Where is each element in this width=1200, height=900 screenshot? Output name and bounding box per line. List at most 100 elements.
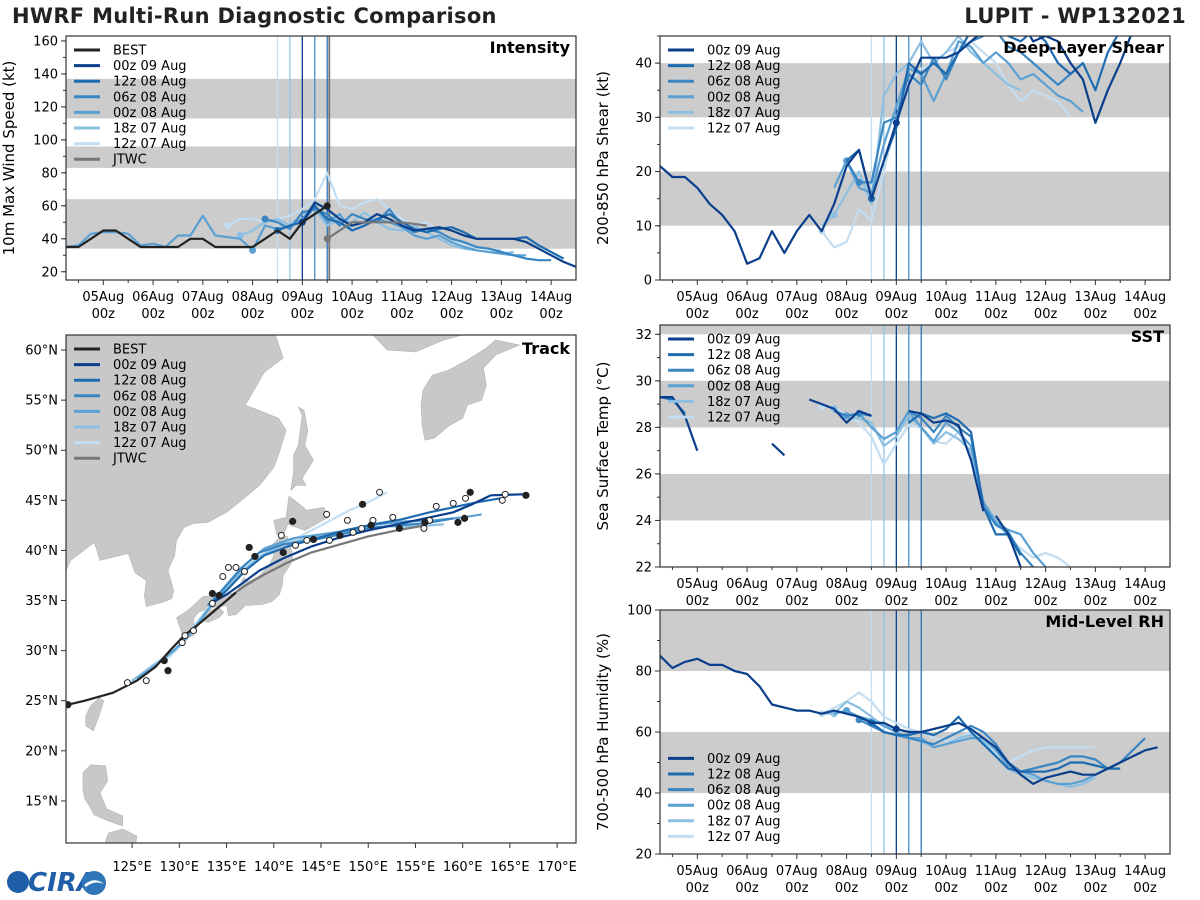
x-tick-hour: 00z bbox=[785, 307, 809, 322]
y-tick-label: 60 bbox=[41, 199, 58, 214]
legend-label: 00z 09 Aug bbox=[707, 752, 781, 767]
x-tick-day: 13Aug bbox=[1074, 864, 1116, 879]
x-tick-day: 05Aug bbox=[676, 577, 718, 592]
series-line bbox=[660, 655, 1158, 785]
x-tick-hour: 00z bbox=[785, 594, 809, 609]
x-tick-hour: 00z bbox=[785, 881, 809, 896]
series-line bbox=[908, 412, 1022, 556]
x-tick-hour: 00z bbox=[885, 594, 909, 609]
x-tick-day: 10Aug bbox=[331, 290, 373, 305]
track-y-tick-label: 50°N bbox=[25, 444, 58, 459]
shading-band bbox=[660, 171, 1170, 226]
cira-logo: CIRA bbox=[7, 868, 106, 898]
legend-label: 12z 07 Aug bbox=[707, 122, 781, 137]
track-y-tick-label: 20°N bbox=[25, 744, 58, 759]
series-line bbox=[660, 396, 699, 452]
series-line bbox=[326, 221, 427, 240]
track-x-tick-label: 140°E bbox=[254, 860, 294, 875]
track-open-marker bbox=[349, 528, 357, 536]
track-x-tick-label: 145°E bbox=[301, 860, 341, 875]
track-open-marker bbox=[326, 536, 333, 544]
x-tick-day: 07Aug bbox=[776, 290, 818, 305]
x-tick-day: 14Aug bbox=[1124, 577, 1166, 592]
y-axis-label: 10m Max Wind Speed (kt) bbox=[0, 61, 18, 256]
x-tick-hour: 00z bbox=[686, 594, 710, 609]
legend-label: 12z 08 Aug bbox=[707, 59, 781, 74]
track-best-marker bbox=[208, 589, 216, 598]
panel-plot-area bbox=[660, 610, 1170, 854]
y-tick-label: 28 bbox=[635, 421, 652, 436]
legend-label: 12z 08 Aug bbox=[113, 75, 187, 90]
track-best-marker bbox=[336, 531, 344, 539]
track-open-marker bbox=[219, 572, 227, 580]
track-best-marker bbox=[460, 514, 469, 522]
legend-label: 00z 08 Aug bbox=[707, 90, 781, 105]
legend-label: 00z 08 Aug bbox=[707, 799, 781, 814]
x-tick-day: 14Aug bbox=[1124, 864, 1166, 879]
panel-frame bbox=[659, 324, 1171, 568]
track-open-marker bbox=[376, 488, 384, 496]
panel-frame bbox=[65, 35, 577, 281]
x-tick-hour: 00z bbox=[735, 881, 759, 896]
series-marker bbox=[892, 119, 900, 127]
x-tick-hour: 00z bbox=[241, 307, 265, 322]
series-line bbox=[808, 398, 872, 424]
panel-title: Mid-Level RH bbox=[1045, 612, 1164, 631]
track-best-marker bbox=[289, 517, 297, 525]
track-x-tick-label: 135°E bbox=[207, 860, 247, 875]
panel-plot-area bbox=[66, 36, 576, 280]
x-tick-hour: 00z bbox=[440, 307, 464, 322]
track-y-tick-label: 15°N bbox=[25, 794, 58, 809]
y-tick-label: 0 bbox=[644, 274, 652, 289]
x-tick-day: 05Aug bbox=[676, 864, 718, 879]
track-y-tick-label: 45°N bbox=[25, 494, 58, 509]
x-tick-day: 10Aug bbox=[925, 290, 967, 305]
x-tick-hour: 00z bbox=[141, 307, 165, 322]
series-line bbox=[301, 201, 576, 268]
legend-label: 18z 07 Aug bbox=[707, 395, 781, 410]
x-tick-hour: 00z bbox=[340, 307, 364, 322]
x-tick-day: 13Aug bbox=[480, 290, 522, 305]
y-tick-label: 120 bbox=[33, 100, 58, 115]
legend-label: BEST bbox=[113, 343, 146, 358]
legend-label: 18z 07 Aug bbox=[113, 122, 187, 137]
x-tick-hour: 00z bbox=[984, 594, 1008, 609]
track-y-tick-label: 55°N bbox=[25, 394, 58, 409]
track-open-marker bbox=[449, 499, 457, 507]
logo-swirl-icon bbox=[84, 880, 104, 887]
legend-label: 12z 07 Aug bbox=[113, 137, 187, 152]
x-tick-day: 08Aug bbox=[826, 290, 868, 305]
legend-label: 06z 08 Aug bbox=[113, 90, 187, 105]
y-tick-label: 20 bbox=[41, 265, 58, 280]
legend-label: 00z 09 Aug bbox=[113, 358, 187, 373]
track-x-tick-label: 150°E bbox=[348, 860, 388, 875]
track-y-tick-label: 35°N bbox=[25, 594, 58, 609]
track-open-marker bbox=[358, 524, 366, 532]
x-tick-hour: 00z bbox=[1133, 307, 1157, 322]
series-marker bbox=[249, 246, 257, 254]
legend-label: 00z 09 Aug bbox=[707, 44, 781, 59]
track-best-marker bbox=[164, 667, 172, 675]
y-tick-label: 100 bbox=[33, 133, 58, 148]
panel-title: Track bbox=[522, 339, 570, 358]
x-tick-hour: 00z bbox=[1084, 881, 1108, 896]
x-tick-hour: 00z bbox=[686, 307, 710, 322]
shading-band bbox=[660, 473, 1170, 521]
y-tick-label: 30 bbox=[635, 374, 652, 389]
y-tick-label: 10 bbox=[635, 219, 652, 234]
track-best-marker bbox=[66, 701, 72, 709]
panel-title: SST bbox=[1131, 327, 1164, 346]
series-line bbox=[845, 36, 1119, 200]
y-tick-label: 80 bbox=[635, 665, 652, 680]
track-best-marker bbox=[245, 543, 253, 552]
track-y-tick-label: 60°N bbox=[25, 344, 58, 359]
series-line bbox=[908, 410, 985, 512]
y-tick-label: 160 bbox=[33, 34, 58, 49]
track-open-marker bbox=[142, 677, 150, 685]
series-marker bbox=[323, 202, 331, 210]
track-best-marker bbox=[466, 488, 474, 496]
track-best-marker bbox=[358, 500, 367, 508]
x-tick-hour: 00z bbox=[885, 307, 909, 322]
legend-label: 00z 08 Aug bbox=[113, 106, 187, 121]
